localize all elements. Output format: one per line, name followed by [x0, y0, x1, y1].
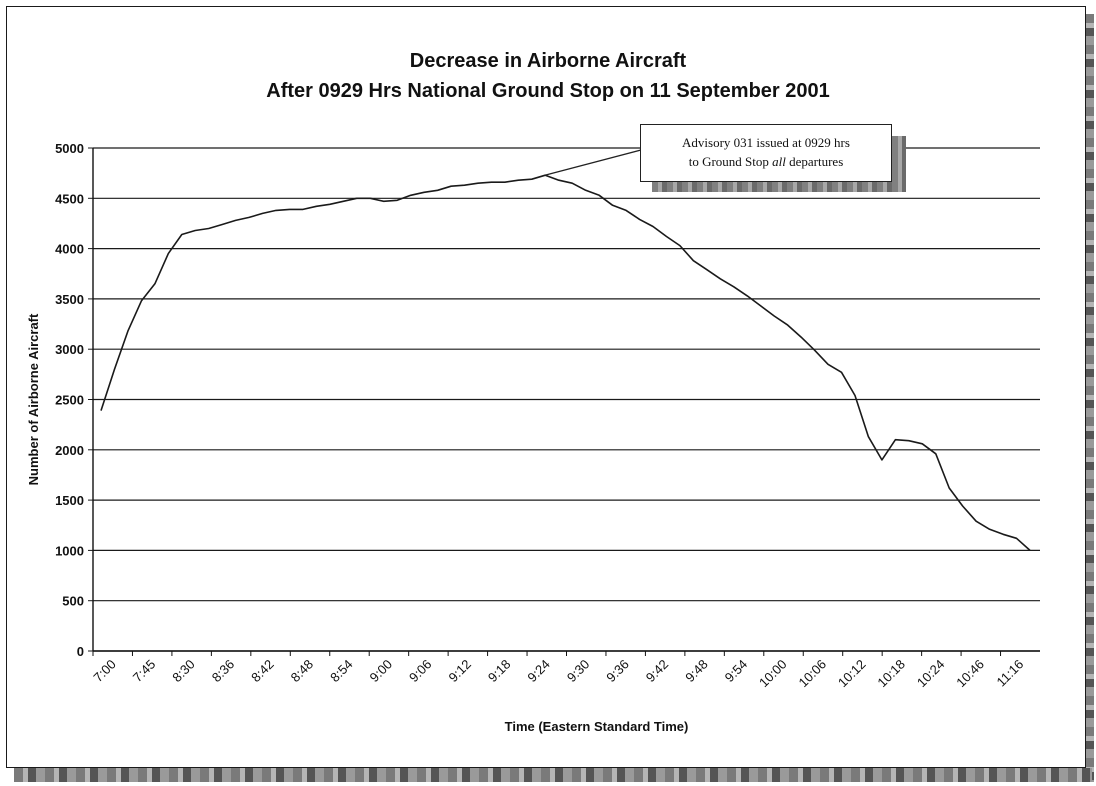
x-tick-label: 7:00	[90, 657, 119, 686]
y-tick-label: 2000	[55, 443, 84, 458]
x-tick-label: 8:54	[327, 657, 356, 686]
x-tick-label: 7:45	[130, 657, 159, 686]
annotation-line-2-em: all	[772, 154, 786, 169]
x-tick-label: 10:24	[914, 657, 948, 691]
x-tick-label: 9:30	[564, 657, 593, 686]
x-tick-label: 9:18	[485, 657, 514, 686]
x-tick-label: 9:48	[682, 657, 711, 686]
x-tick-label: 10:06	[795, 657, 829, 691]
x-tick-label: 8:42	[248, 657, 277, 686]
x-tick-label: 10:12	[835, 657, 869, 691]
y-tick-label: 3500	[55, 292, 84, 307]
annotation-line-2-pre: to Ground Stop	[688, 154, 773, 169]
x-tick-label: 9:36	[603, 657, 632, 686]
annotation-line-2-post: departures	[785, 154, 844, 169]
chart-title: Decrease in Airborne Aircraft	[409, 50, 687, 72]
annotation-leader	[545, 149, 642, 176]
x-tick-label: 9:06	[406, 657, 435, 686]
x-tick-label: 9:12	[445, 657, 474, 686]
x-tick-label: 10:00	[756, 657, 790, 691]
frame-shadow-right	[1086, 14, 1094, 782]
chart-frame	[6, 6, 1086, 768]
x-tick-label: 9:00	[367, 657, 396, 686]
series-line	[100, 174, 1031, 551]
x-tick-label: 9:54	[722, 657, 751, 686]
x-tick-label: 11:16	[993, 657, 1026, 690]
y-tick-label: 1500	[55, 493, 84, 508]
y-axis-title: Number of Airborne Aircraft	[26, 313, 41, 485]
annotation-line-1: Advisory 031 issued at 0929 hrs	[682, 135, 850, 150]
x-axis-title: Time (Eastern Standard Time)	[505, 719, 689, 734]
y-tick-label: 1000	[55, 543, 84, 558]
x-tick-label: 10:46	[953, 657, 987, 691]
x-tick-label: 8:36	[209, 657, 238, 686]
annotation-box: Advisory 031 issued at 0929 hrs to Groun…	[640, 124, 892, 182]
x-tick-label: 8:48	[288, 657, 317, 686]
x-tick-label: 8:30	[169, 657, 198, 686]
y-tick-label: 2500	[55, 393, 84, 408]
y-tick-label: 3000	[55, 342, 84, 357]
x-tick-label: 9:42	[643, 657, 672, 686]
x-tick-label: 10:18	[874, 657, 908, 691]
chart-subtitle: After 0929 Hrs National Ground Stop on 1…	[266, 80, 830, 102]
y-tick-label: 5000	[55, 141, 84, 156]
annotation-line-2: to Ground Stop all departures	[641, 152, 891, 171]
x-tick-label: 9:24	[524, 657, 553, 686]
y-tick-label: 500	[62, 594, 84, 609]
y-tick-label: 4000	[55, 242, 84, 257]
y-tick-label: 0	[77, 644, 84, 659]
y-tick-label: 4500	[55, 191, 84, 206]
frame-shadow-bottom	[14, 768, 1092, 782]
